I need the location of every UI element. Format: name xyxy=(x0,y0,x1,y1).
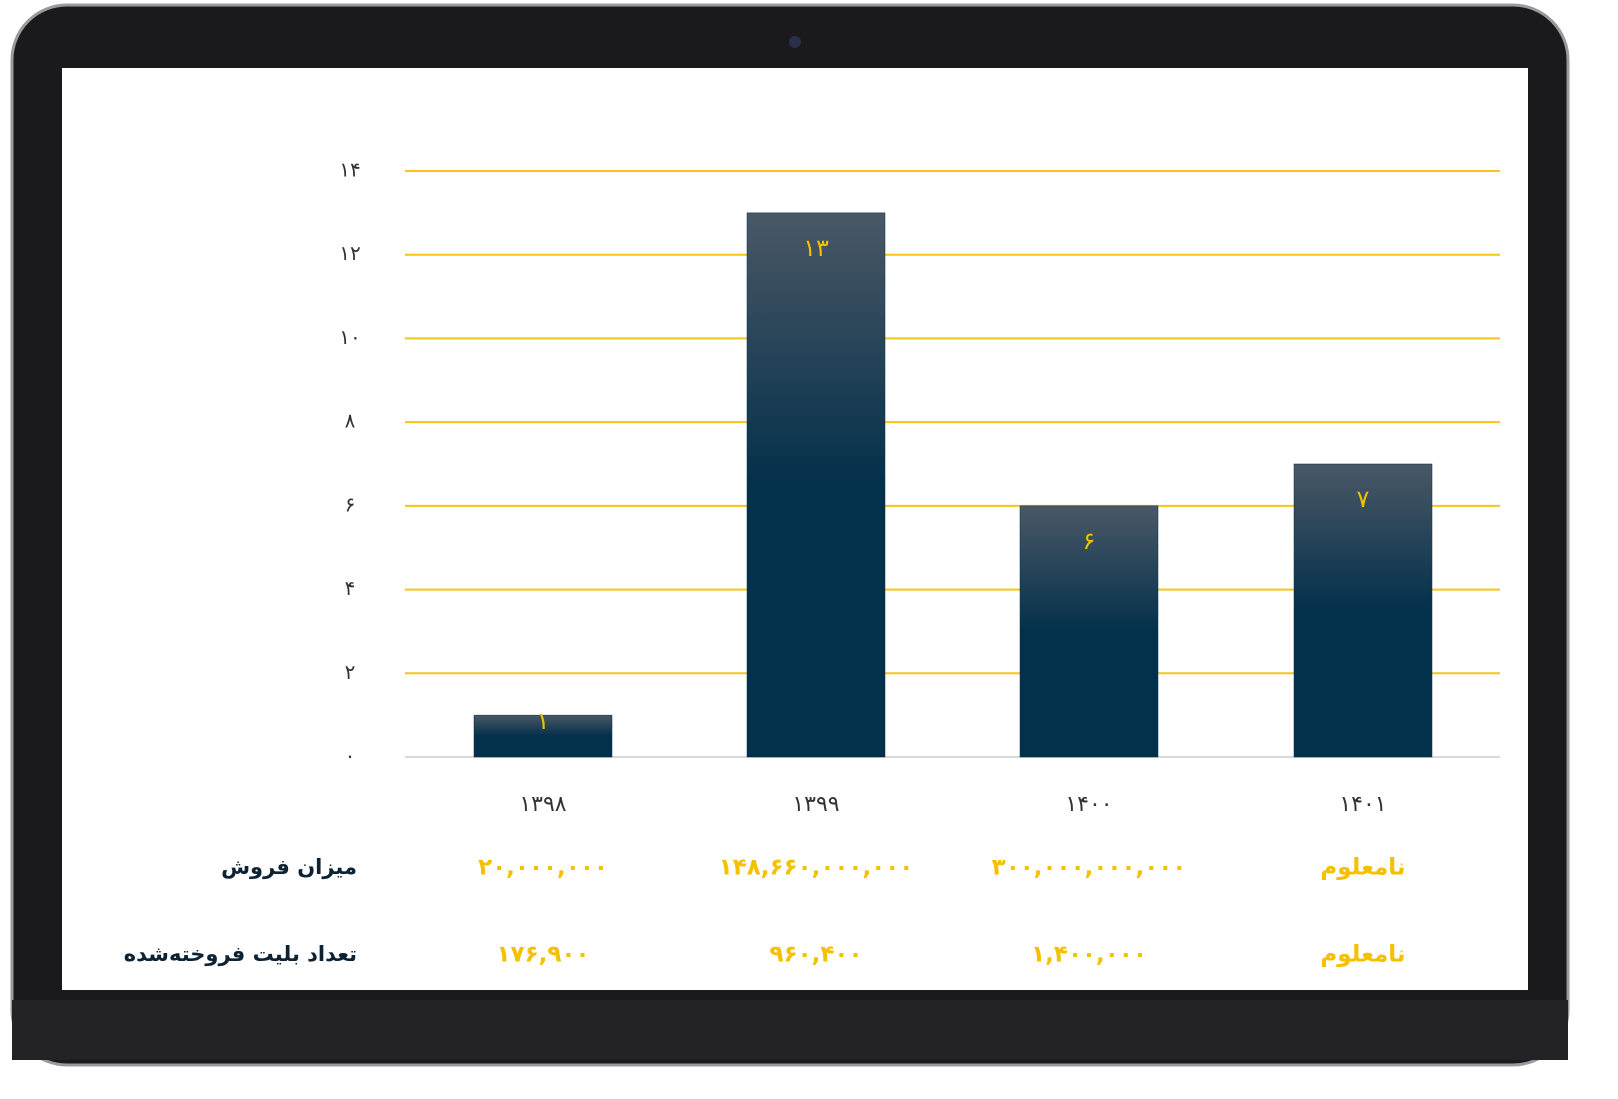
x-tick-label: ۱۴۰۰ xyxy=(1065,792,1112,817)
data-label: ۷ xyxy=(1357,485,1370,513)
bar xyxy=(1019,505,1159,758)
y-tick-label: ۱۴ xyxy=(339,158,360,182)
table-cell: ۹۶۰,۴۰۰ xyxy=(770,942,863,968)
table-cell: ۱,۴۰۰,۰۰۰ xyxy=(1031,942,1147,968)
bar xyxy=(746,212,886,758)
table-cell: ۳۰۰,۰۰۰,۰۰۰,۰۰۰ xyxy=(992,855,1187,881)
y-tick-label: ۱۰ xyxy=(339,325,360,349)
x-tick-label: ۱۳۹۸ xyxy=(519,792,566,817)
data-label: ۱۳ xyxy=(803,234,829,262)
y-tick-label: ۱۲ xyxy=(339,241,360,265)
y-tick-label: ۴ xyxy=(345,576,356,600)
y-tick-label: ۲ xyxy=(345,660,356,684)
data-label: ۱ xyxy=(537,707,550,735)
data-label: ۶ xyxy=(1083,527,1096,555)
row-label: میزان فروش xyxy=(221,855,357,879)
chart: ۰ ۲ ۴ ۶ ۸ ۱۰ ۱۲ ۱۴ ۱۳۹۸ ۱ ۱۳۹۹ ۱۳ ۱۴۰۰ ۶ ۱۴۰۱ ۷ میزان فر… xyxy=(124,158,1500,968)
y-tick-label: ۶ xyxy=(345,492,356,516)
row-label: تعداد بلیت فروخته‌شده xyxy=(124,942,357,966)
bar xyxy=(473,714,613,758)
y-tick-label: ۸ xyxy=(345,409,356,433)
x-tick-label: ۱۴۰۱ xyxy=(1339,792,1386,817)
table-cell: ۲۰,۰۰۰,۰۰۰ xyxy=(478,855,608,881)
camera xyxy=(789,36,801,48)
bar xyxy=(1293,463,1433,758)
table-cell: نامعلوم xyxy=(1320,855,1405,881)
table-cell: نامعلوم xyxy=(1320,942,1405,968)
bezel-bottom xyxy=(12,1000,1568,1060)
table-cell: ۱۷۶,۹۰۰ xyxy=(497,942,590,968)
y-tick-label: ۰ xyxy=(345,744,356,768)
x-tick-label: ۱۳۹۹ xyxy=(792,792,839,817)
table-cell: ۱۴۸,۶۶۰,۰۰۰,۰۰۰ xyxy=(719,855,914,881)
